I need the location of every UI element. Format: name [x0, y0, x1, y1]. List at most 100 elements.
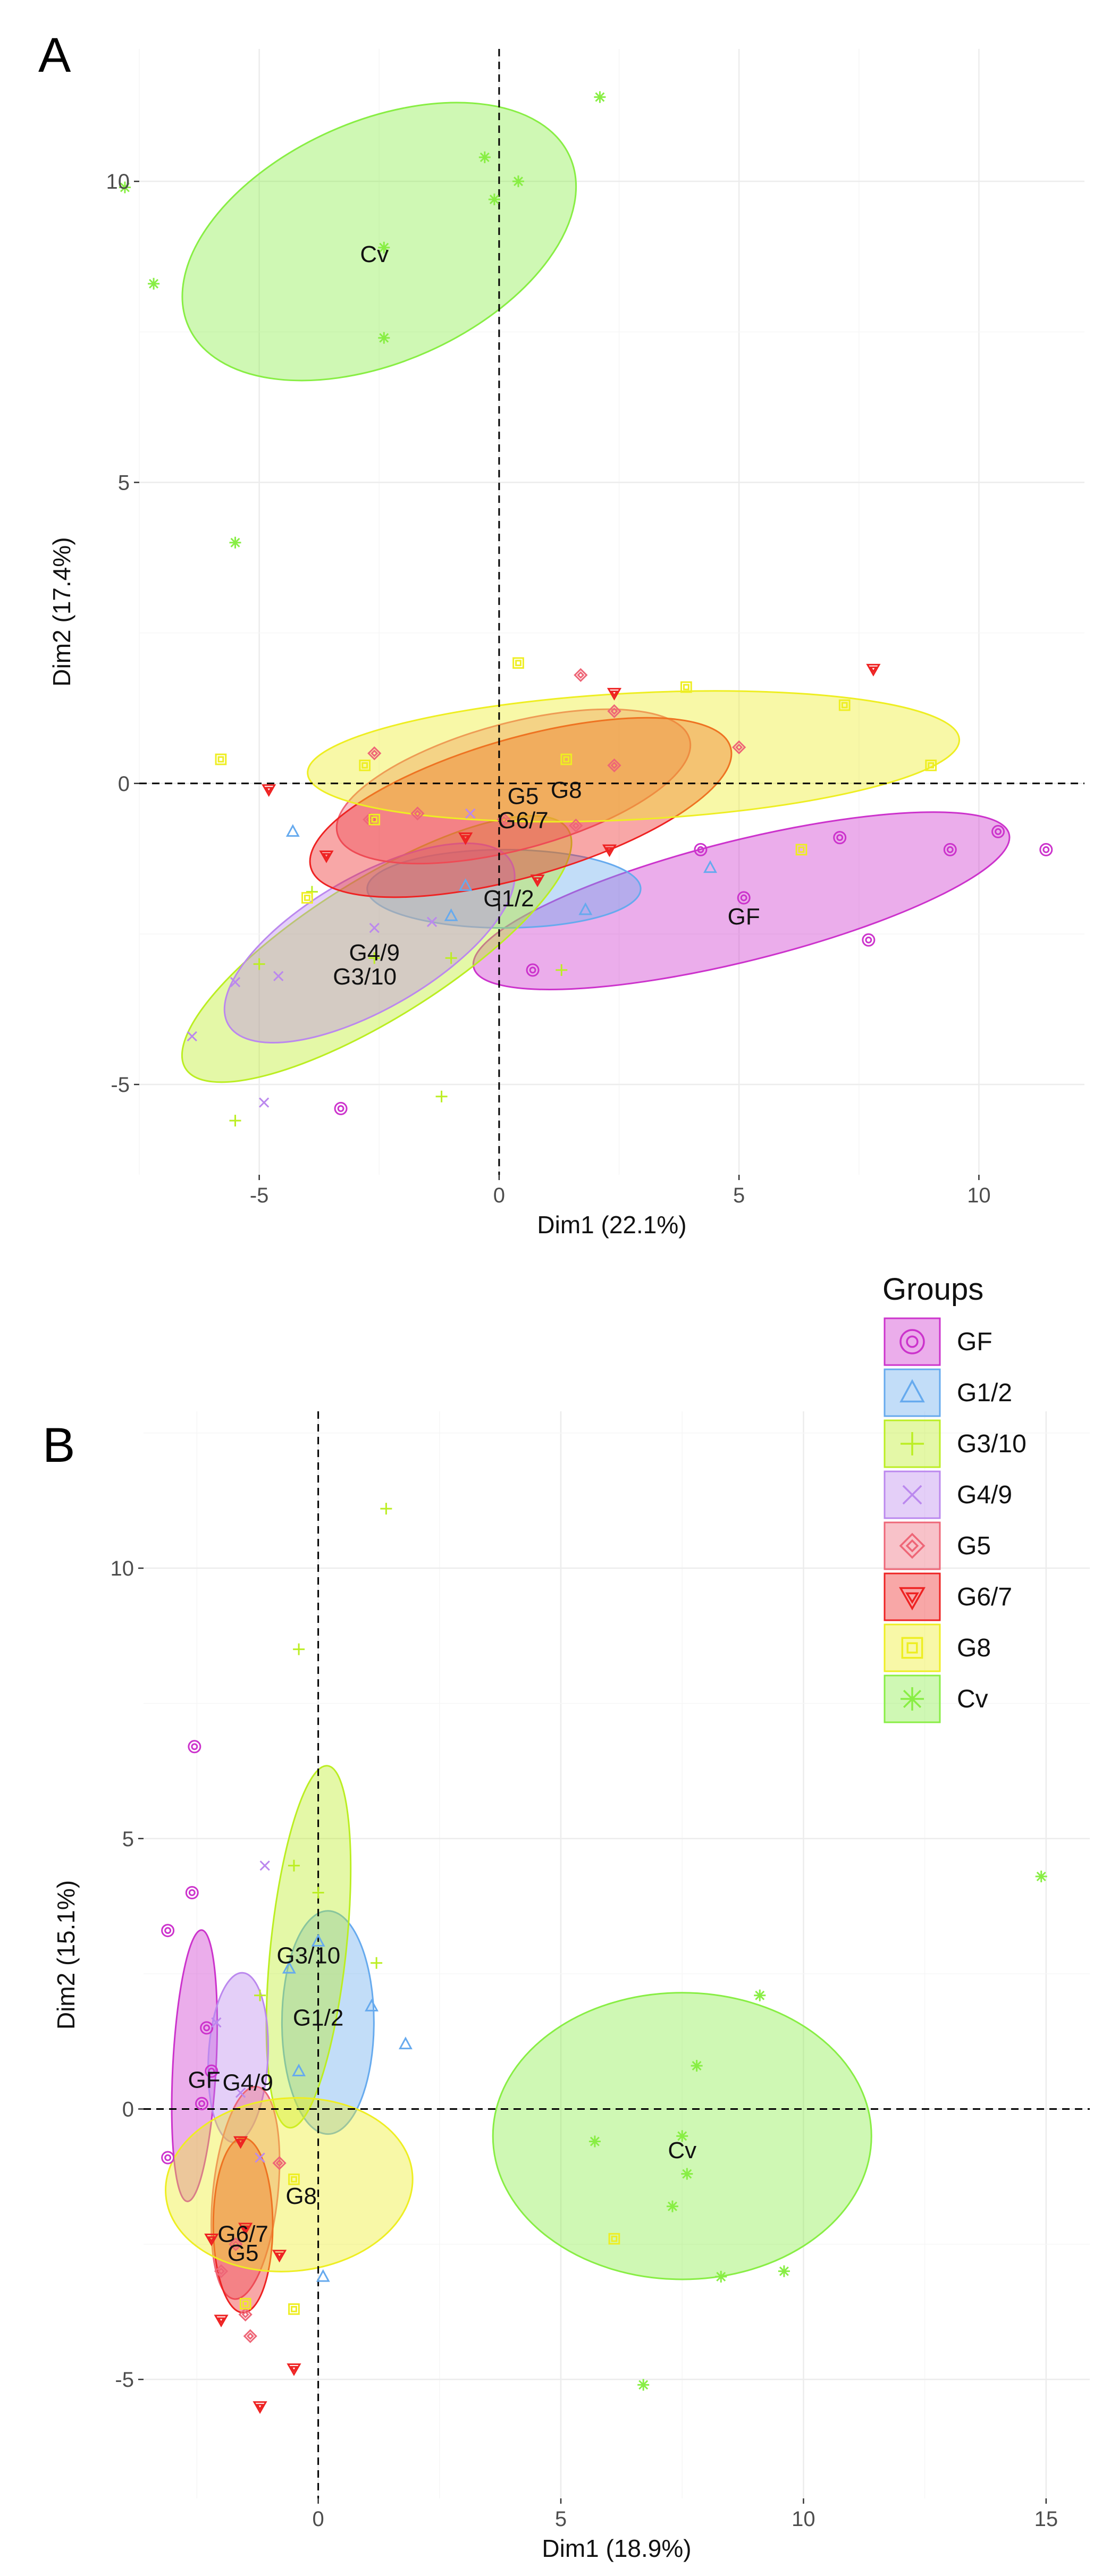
- panel-a-point-gf-6-inner: [529, 966, 536, 974]
- panel-b-points-g5: [214, 2156, 287, 2343]
- legend-item-gf: GF: [884, 1317, 992, 1366]
- panel-b-point-cv-4: [681, 2168, 693, 2180]
- panel-a-point-cv-6: [488, 193, 500, 206]
- panel-a-point-g5-0-inner: [371, 750, 378, 757]
- panel-b-point-g8-3: [608, 2233, 620, 2245]
- legend-marker-g8-inner: [906, 1642, 918, 1654]
- panel-b-point-g5-1-outer: [214, 2264, 229, 2278]
- legend-key-g8: [884, 1623, 941, 1672]
- panel-a-ellipses: [181, 102, 1011, 1083]
- panel-b-point-g5-2: [229, 2237, 243, 2251]
- panel-b-point-g8-0: [239, 2297, 251, 2310]
- panel-a-y-tick-label: 0: [118, 772, 130, 796]
- panel-a-point-g8-1-inner: [361, 762, 368, 769]
- panel-b-point-cv-7: [715, 2270, 727, 2283]
- panel-b-point-gf-3-inner: [203, 2024, 211, 2032]
- legend-marker-g8: [901, 1637, 923, 1659]
- panel-a-point-gf-0-inner: [697, 846, 704, 853]
- panel-a-axes: -5 0 5 10 -5 0 5 10: [106, 170, 991, 1207]
- panel-b-point-g4-9-0: [259, 1860, 270, 1871]
- legend-label-g3-10: G3/10: [957, 1430, 1027, 1458]
- panel-a-point-g8-7-inner: [798, 846, 805, 853]
- panel-b-x-tick-label: 0: [312, 2507, 324, 2531]
- panel-b-point-g6-7-3-outer: [238, 2223, 253, 2236]
- panel-a-point-g8-2-outer: [368, 813, 381, 826]
- panel-a-point-g6-7-6-inner: [869, 666, 878, 674]
- panel-b-point-g1-2-2: [282, 1960, 296, 1974]
- panel-a-point-gf-8-inner: [740, 894, 747, 902]
- panel-a-point-g5-6-outer: [732, 740, 746, 754]
- panel-a-x-tick-label: 0: [493, 1184, 505, 1207]
- panel-a-point-gf-2: [943, 843, 957, 856]
- panel-b-point-g6-7-2: [214, 2314, 229, 2328]
- panel-b-points-g6-7: [204, 2136, 301, 2414]
- panel-a-point-gf-7-outer: [334, 1101, 348, 1115]
- panel-a-point-gf-1-outer: [833, 831, 847, 845]
- panel-b-point-g5-4-inner: [275, 2159, 283, 2167]
- panel-b-ellipse-g5: [210, 2085, 281, 2300]
- panel-b-point-gf-4: [205, 2064, 218, 2078]
- legend-key-g1-2: [884, 1368, 941, 1417]
- panel-a-plot-area: [139, 49, 1084, 1175]
- panel-a-point-g8-6: [925, 759, 937, 771]
- panel-b-x-tick-label: 15: [1034, 2507, 1058, 2531]
- panel-a-point-g8-8-outer: [560, 753, 573, 765]
- panel-b-ellipse-g6-7: [212, 2137, 274, 2314]
- panel-b-point-g5-4-outer: [272, 2156, 287, 2170]
- legend-label-g4-9: G4/9: [957, 1481, 1012, 1509]
- legend-marker-g6-7: [898, 1587, 926, 1611]
- panel-b-point-g5-4: [272, 2156, 287, 2170]
- panel-a-point-gf-8: [737, 891, 751, 905]
- panel-a-point-gf-3: [991, 824, 1005, 838]
- panel-b-points-g1-2: [282, 1933, 413, 2282]
- panel-b-point-cv-1: [754, 1989, 766, 2001]
- panel-a-point-g4-9-5: [426, 916, 438, 927]
- panel-b-point-g5-3-outer: [238, 2307, 253, 2322]
- panel-a-point-g6-7-5-inner: [610, 691, 619, 697]
- panel-a-x-tick-label: 5: [733, 1184, 745, 1207]
- panel-a-centroid-label-gf: GF: [728, 904, 760, 930]
- panel-a-point-g8-2-inner: [371, 816, 378, 823]
- panel-a-point-g4-9-6: [465, 808, 476, 819]
- panel-b-axes: 0 5 10 15 -5 0 5 10: [111, 1557, 1058, 2531]
- panel-b-point-g8-1-outer: [288, 2303, 300, 2315]
- panel-a-point-g5-3-inner: [577, 671, 585, 679]
- legend-item-g1-2: G1/2: [884, 1368, 1012, 1417]
- legend-marker-g5-inner: [905, 1539, 919, 1553]
- legend-item-g3-10: G3/10: [884, 1419, 1027, 1468]
- panel-b-point-gf-5-outer: [161, 2151, 175, 2165]
- panel-b-point-g8-3-inner: [611, 2235, 618, 2242]
- panel-a-point-g8-2: [368, 813, 381, 826]
- panel-a-point-g5-4-outer: [607, 704, 621, 719]
- panel-b-point-g6-7-3-inner: [241, 2225, 250, 2233]
- panel-b-point-cv-2: [691, 2060, 703, 2072]
- legend-key-gf: [884, 1317, 941, 1366]
- panel-a-point-g6-7-1: [319, 850, 334, 863]
- panel-a-y-tick-label: -5: [111, 1073, 130, 1097]
- panel-b-points-gf: [161, 1740, 218, 2165]
- panel-b-point-g3-10-0: [293, 1643, 305, 1655]
- panel-b-point-g6-7-5-outer: [204, 2233, 219, 2246]
- panel-a-points-g8: [215, 657, 937, 904]
- panel-b-point-g6-7-5: [204, 2233, 219, 2246]
- panel-b-point-g5-3-inner: [241, 2311, 249, 2319]
- legend-label-g1-2: G1/2: [957, 1379, 1012, 1407]
- panel-b-point-gf-1-inner: [188, 1889, 196, 1896]
- panel-b-point-g1-2-1: [398, 2036, 413, 2050]
- panel-a-points-cv: [119, 91, 606, 549]
- panel-a-point-g5-8-inner: [500, 815, 508, 823]
- panel-a-point-g4-9-0: [187, 1031, 197, 1042]
- panel-b-point-g6-7-1-inner: [256, 2404, 264, 2411]
- panel-a-point-g6-7-3: [530, 874, 545, 888]
- panel-a-point-cv-2: [378, 241, 390, 254]
- panel-a-point-g5-8-outer: [497, 812, 511, 827]
- legend-marker-g5: [899, 1533, 926, 1559]
- legend-item-g4-9: G4/9: [884, 1470, 1012, 1519]
- panel-b-x-tick-label: 10: [792, 2507, 815, 2531]
- legend-key-g5: [884, 1521, 941, 1570]
- panel-b-centroid-label-g8: G8: [285, 2183, 317, 2209]
- panel-a-point-g5-5: [607, 758, 621, 772]
- panel-a-point-g5-3: [574, 668, 588, 683]
